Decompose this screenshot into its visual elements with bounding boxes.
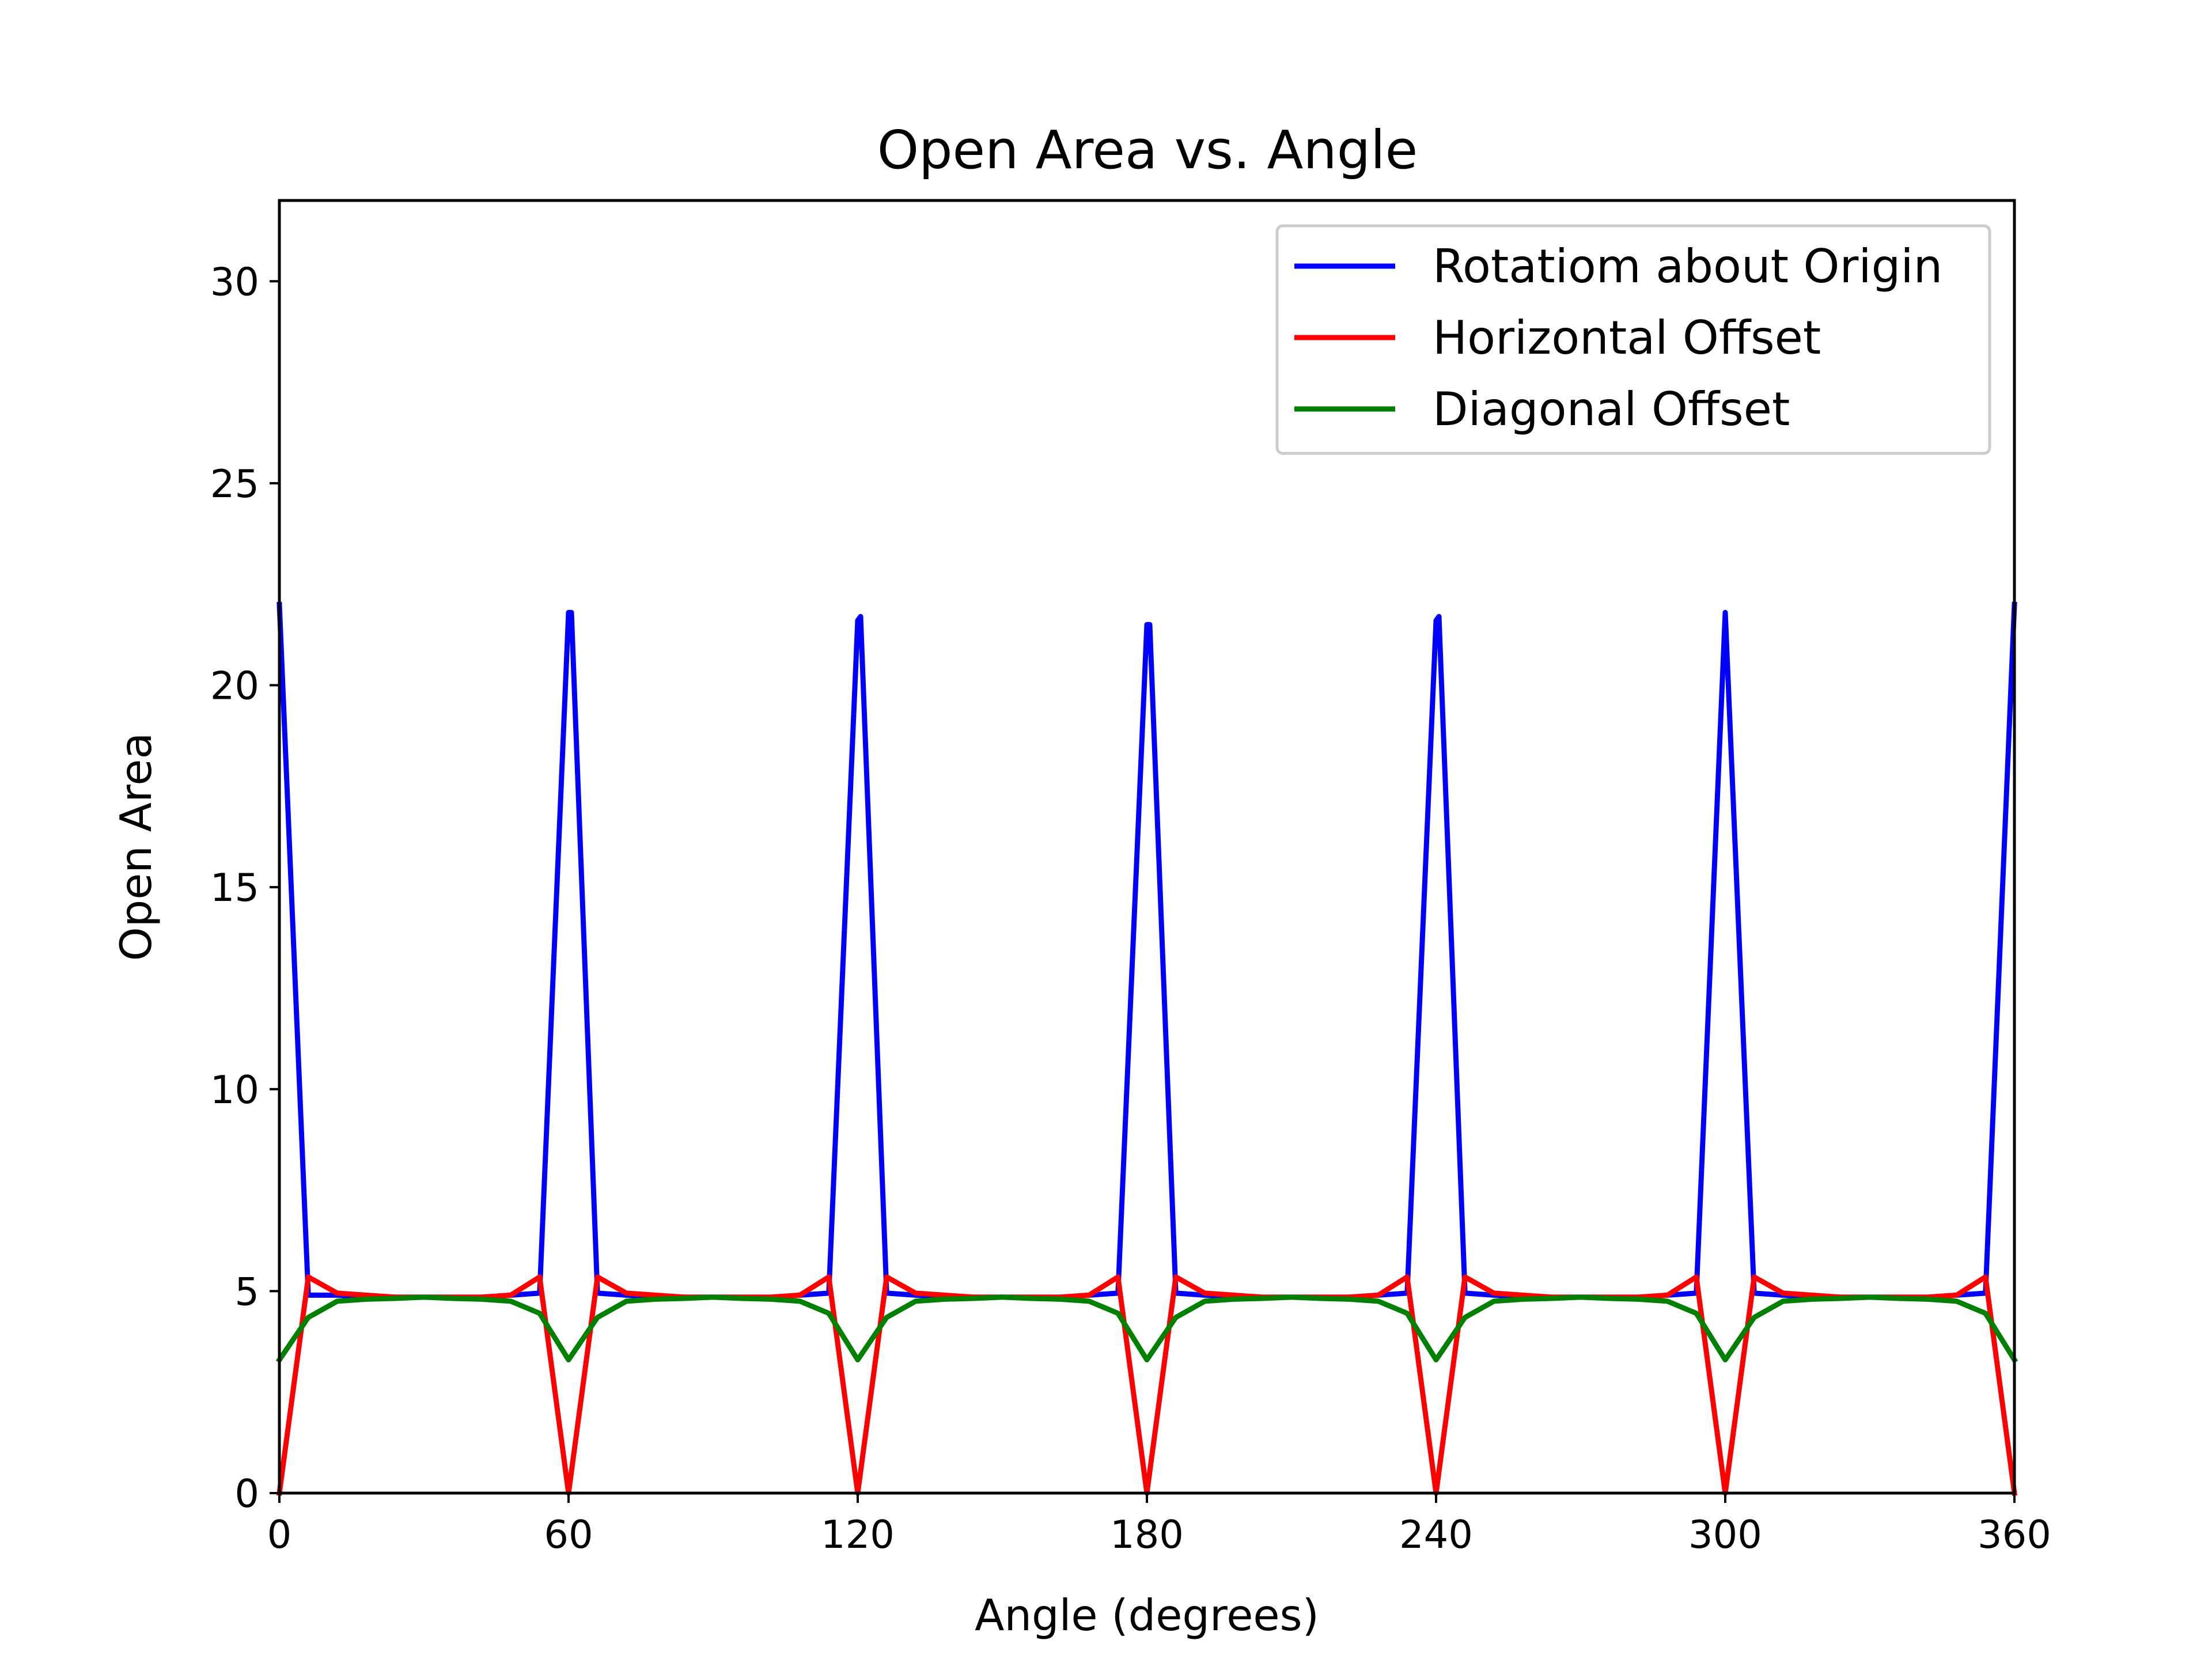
- y-tick-label: 30: [210, 259, 259, 304]
- y-tick-label: 10: [210, 1067, 259, 1112]
- legend-label-3: Diagonal Offset: [1433, 382, 1790, 436]
- x-tick-label: 0: [267, 1512, 292, 1557]
- x-tick-label: 120: [821, 1512, 895, 1557]
- chart-title: Open Area vs. Angle: [877, 119, 1418, 181]
- x-tick-label: 240: [1399, 1512, 1473, 1557]
- y-tick-label: 5: [234, 1269, 259, 1314]
- legend: Rotatiom about Origin Horizontal Offset Di…: [1275, 224, 1991, 455]
- x-axis-label: Angle (degrees): [975, 1590, 1319, 1641]
- y-axis: 0 5 10 15 20 25 30: [210, 259, 279, 1516]
- y-tick-label: 0: [234, 1471, 259, 1516]
- legend-box: [1275, 224, 1991, 455]
- x-axis: 0 60 120 180 240 300 360: [267, 1493, 2051, 1557]
- x-tick-label: 180: [1110, 1512, 1184, 1557]
- x-tick-label: 60: [544, 1512, 593, 1557]
- x-tick-label: 300: [1688, 1512, 1762, 1557]
- y-tick-label: 15: [210, 865, 259, 910]
- y-axis-label: Open Area: [111, 733, 161, 961]
- x-tick-label: 360: [1978, 1512, 2051, 1557]
- legend-label-2: Horizontal Offset: [1433, 311, 1821, 365]
- legend-label-1: Rotatiom about Origin: [1433, 240, 1942, 293]
- series-line-1: [276, 601, 2017, 1300]
- y-tick-label: 20: [210, 664, 259, 709]
- series-line-3: [275, 1294, 2018, 1363]
- y-tick-label: 25: [210, 461, 259, 506]
